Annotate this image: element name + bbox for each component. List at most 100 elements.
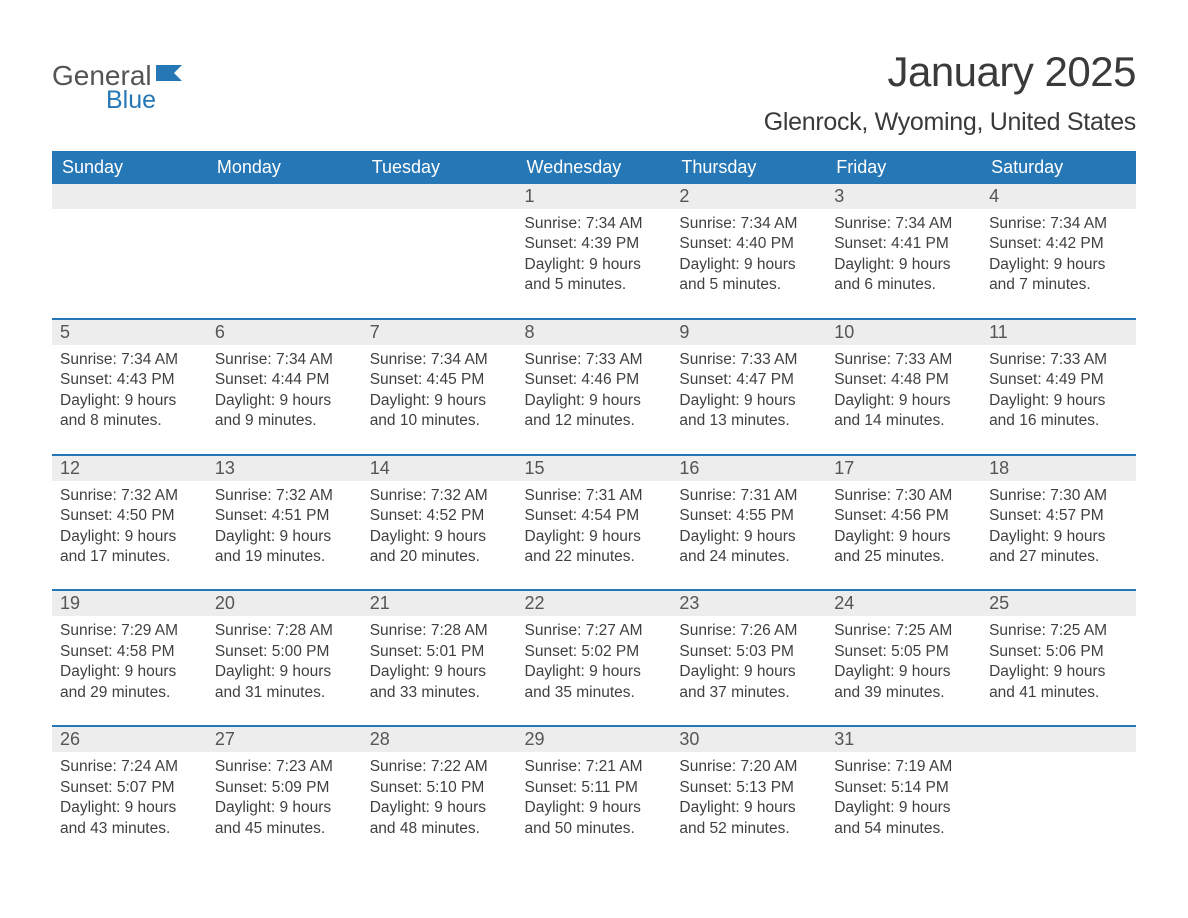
weekday-header: Monday [207,151,362,184]
calendar-cell: 25Sunrise: 7:25 AMSunset: 5:06 PMDayligh… [981,590,1136,726]
page-title: January 2025 [764,48,1136,96]
day-details: Sunrise: 7:26 AMSunset: 5:03 PMDaylight:… [671,616,826,725]
calendar-cell: 7Sunrise: 7:34 AMSunset: 4:45 PMDaylight… [362,319,517,455]
day-details: Sunrise: 7:25 AMSunset: 5:06 PMDaylight:… [981,616,1136,725]
day-number: 16 [671,456,826,481]
day-details: Sunrise: 7:25 AMSunset: 5:05 PMDaylight:… [826,616,981,725]
day-details: Sunrise: 7:34 AMSunset: 4:40 PMDaylight:… [671,209,826,318]
day-details: Sunrise: 7:33 AMSunset: 4:49 PMDaylight:… [981,345,1136,454]
weekday-header: Saturday [981,151,1136,184]
day-details: Sunrise: 7:34 AMSunset: 4:45 PMDaylight:… [362,345,517,454]
calendar-cell: 28Sunrise: 7:22 AMSunset: 5:10 PMDayligh… [362,726,517,861]
calendar-cell: 2Sunrise: 7:34 AMSunset: 4:40 PMDaylight… [671,184,826,319]
day-number: 27 [207,727,362,752]
day-number: 29 [517,727,672,752]
day-details: Sunrise: 7:28 AMSunset: 5:01 PMDaylight:… [362,616,517,725]
day-details: Sunrise: 7:24 AMSunset: 5:07 PMDaylight:… [52,752,207,861]
day-details: Sunrise: 7:27 AMSunset: 5:02 PMDaylight:… [517,616,672,725]
day-details: Sunrise: 7:32 AMSunset: 4:50 PMDaylight:… [52,481,207,590]
calendar-cell: 13Sunrise: 7:32 AMSunset: 4:51 PMDayligh… [207,455,362,591]
day-number: 9 [671,320,826,345]
day-number: 22 [517,591,672,616]
day-number: 30 [671,727,826,752]
day-details: Sunrise: 7:29 AMSunset: 4:58 PMDaylight:… [52,616,207,725]
weekday-header: Thursday [671,151,826,184]
day-details: Sunrise: 7:33 AMSunset: 4:48 PMDaylight:… [826,345,981,454]
calendar-cell: 4Sunrise: 7:34 AMSunset: 4:42 PMDaylight… [981,184,1136,319]
calendar-cell [981,726,1136,861]
day-number: 14 [362,456,517,481]
brand-logo: General Blue [52,48,186,115]
day-number: 13 [207,456,362,481]
weekday-header: Sunday [52,151,207,184]
calendar-cell: 16Sunrise: 7:31 AMSunset: 4:55 PMDayligh… [671,455,826,591]
day-number: 17 [826,456,981,481]
day-number: 1 [517,184,672,209]
calendar-cell: 12Sunrise: 7:32 AMSunset: 4:50 PMDayligh… [52,455,207,591]
day-details: Sunrise: 7:31 AMSunset: 4:54 PMDaylight:… [517,481,672,590]
day-number: 8 [517,320,672,345]
calendar-cell: 9Sunrise: 7:33 AMSunset: 4:47 PMDaylight… [671,319,826,455]
calendar-cell: 14Sunrise: 7:32 AMSunset: 4:52 PMDayligh… [362,455,517,591]
day-number: 28 [362,727,517,752]
location-subtitle: Glenrock, Wyoming, United States [764,108,1136,137]
calendar-cell: 10Sunrise: 7:33 AMSunset: 4:48 PMDayligh… [826,319,981,455]
day-number: 4 [981,184,1136,209]
calendar-cell: 6Sunrise: 7:34 AMSunset: 4:44 PMDaylight… [207,319,362,455]
day-details: Sunrise: 7:34 AMSunset: 4:41 PMDaylight:… [826,209,981,318]
day-number: 11 [981,320,1136,345]
weekday-header: Friday [826,151,981,184]
calendar-table: SundayMondayTuesdayWednesdayThursdayFrid… [52,151,1136,861]
calendar-cell: 19Sunrise: 7:29 AMSunset: 4:58 PMDayligh… [52,590,207,726]
day-details: Sunrise: 7:32 AMSunset: 4:51 PMDaylight:… [207,481,362,590]
day-details: Sunrise: 7:34 AMSunset: 4:39 PMDaylight:… [517,209,672,318]
calendar-cell: 18Sunrise: 7:30 AMSunset: 4:57 PMDayligh… [981,455,1136,591]
calendar-cell: 8Sunrise: 7:33 AMSunset: 4:46 PMDaylight… [517,319,672,455]
weekday-header: Wednesday [517,151,672,184]
day-number: 31 [826,727,981,752]
calendar-cell: 27Sunrise: 7:23 AMSunset: 5:09 PMDayligh… [207,726,362,861]
day-details: Sunrise: 7:28 AMSunset: 5:00 PMDaylight:… [207,616,362,725]
brand-text-blue: Blue [52,86,186,115]
day-details: Sunrise: 7:33 AMSunset: 4:47 PMDaylight:… [671,345,826,454]
day-details: Sunrise: 7:32 AMSunset: 4:52 PMDaylight:… [362,481,517,590]
calendar-cell [207,184,362,319]
day-details: Sunrise: 7:31 AMSunset: 4:55 PMDaylight:… [671,481,826,590]
calendar-cell: 11Sunrise: 7:33 AMSunset: 4:49 PMDayligh… [981,319,1136,455]
calendar-cell: 5Sunrise: 7:34 AMSunset: 4:43 PMDaylight… [52,319,207,455]
day-details: Sunrise: 7:19 AMSunset: 5:14 PMDaylight:… [826,752,981,861]
calendar-cell: 1Sunrise: 7:34 AMSunset: 4:39 PMDaylight… [517,184,672,319]
day-details: Sunrise: 7:22 AMSunset: 5:10 PMDaylight:… [362,752,517,861]
day-number: 5 [52,320,207,345]
calendar-cell: 31Sunrise: 7:19 AMSunset: 5:14 PMDayligh… [826,726,981,861]
day-details: Sunrise: 7:20 AMSunset: 5:13 PMDaylight:… [671,752,826,861]
day-number: 24 [826,591,981,616]
calendar-cell: 20Sunrise: 7:28 AMSunset: 5:00 PMDayligh… [207,590,362,726]
day-details: Sunrise: 7:30 AMSunset: 4:57 PMDaylight:… [981,481,1136,590]
day-number: 12 [52,456,207,481]
day-details: Sunrise: 7:34 AMSunset: 4:43 PMDaylight:… [52,345,207,454]
day-number: 20 [207,591,362,616]
day-number: 18 [981,456,1136,481]
calendar-cell: 23Sunrise: 7:26 AMSunset: 5:03 PMDayligh… [671,590,826,726]
day-details: Sunrise: 7:21 AMSunset: 5:11 PMDaylight:… [517,752,672,861]
day-number: 2 [671,184,826,209]
day-number: 25 [981,591,1136,616]
day-number: 26 [52,727,207,752]
weekday-header: Tuesday [362,151,517,184]
day-details: Sunrise: 7:23 AMSunset: 5:09 PMDaylight:… [207,752,362,861]
day-details: Sunrise: 7:34 AMSunset: 4:44 PMDaylight:… [207,345,362,454]
calendar-cell: 29Sunrise: 7:21 AMSunset: 5:11 PMDayligh… [517,726,672,861]
day-number: 19 [52,591,207,616]
calendar-cell: 21Sunrise: 7:28 AMSunset: 5:01 PMDayligh… [362,590,517,726]
day-number: 7 [362,320,517,345]
day-number: 3 [826,184,981,209]
day-number: 15 [517,456,672,481]
calendar-cell: 26Sunrise: 7:24 AMSunset: 5:07 PMDayligh… [52,726,207,861]
day-details: Sunrise: 7:30 AMSunset: 4:56 PMDaylight:… [826,481,981,590]
calendar-cell: 17Sunrise: 7:30 AMSunset: 4:56 PMDayligh… [826,455,981,591]
day-number: 10 [826,320,981,345]
day-number: 21 [362,591,517,616]
calendar-cell [362,184,517,319]
day-details: Sunrise: 7:34 AMSunset: 4:42 PMDaylight:… [981,209,1136,318]
